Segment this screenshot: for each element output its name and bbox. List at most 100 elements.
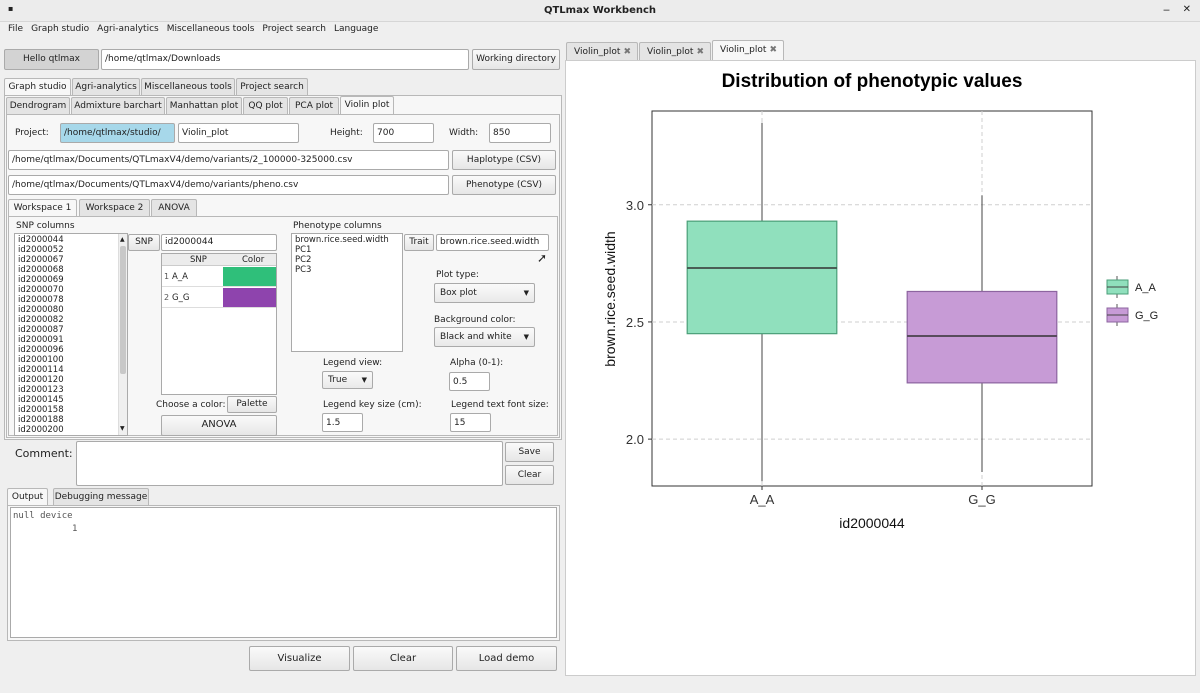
- phenotype-list[interactable]: brown.rice.seed.width PC1 PC2 PC3: [291, 233, 403, 352]
- save-button[interactable]: Save: [505, 442, 554, 462]
- comment-field[interactable]: [76, 441, 503, 486]
- close-tab-icon[interactable]: ✖: [769, 45, 777, 55]
- anova-button[interactable]: ANOVA: [161, 415, 277, 436]
- menu-language[interactable]: Language: [333, 24, 379, 34]
- snp-list-item[interactable]: id2000080: [18, 305, 64, 315]
- color-swatch[interactable]: [223, 267, 276, 286]
- tab-project-search[interactable]: Project search: [236, 78, 308, 95]
- tab-graph-studio[interactable]: Graph studio: [4, 78, 71, 95]
- tab-qq-plot[interactable]: QQ plot: [243, 97, 288, 114]
- background-color-select[interactable]: Black and white ▼: [434, 327, 535, 347]
- snp-list-item[interactable]: id2000096: [18, 345, 64, 355]
- legend-view-select[interactable]: True ▼: [322, 371, 373, 389]
- tab-debugging[interactable]: Debugging message: [53, 488, 149, 505]
- menu-file[interactable]: File: [8, 24, 24, 34]
- menu-project-search[interactable]: Project search: [262, 24, 326, 34]
- snp-list[interactable]: id2000044 id2000052 id2000067 id2000068 id20…: [14, 233, 128, 436]
- snp-list-item[interactable]: id2000120: [18, 375, 64, 385]
- hello-button[interactable]: Hello qtlmax: [4, 49, 99, 70]
- trait-button[interactable]: Trait: [404, 234, 434, 251]
- snp-list-item[interactable]: id2000114: [18, 365, 64, 375]
- menu-graph-studio[interactable]: Graph studio: [31, 24, 90, 34]
- close-tab-icon[interactable]: ✖: [623, 47, 631, 57]
- load-demo-button[interactable]: Load demo: [456, 646, 557, 671]
- snp-value-field[interactable]: id2000044: [161, 234, 277, 251]
- tab-label: Violin_plot: [574, 47, 621, 57]
- snp-list-item[interactable]: id2000067: [18, 255, 64, 265]
- snp-list-item[interactable]: id2000044: [18, 235, 64, 245]
- x-tick-label: G_G: [968, 492, 995, 507]
- clear-comment-button[interactable]: Clear: [505, 465, 554, 485]
- tab-violin-plot[interactable]: Violin plot: [340, 96, 394, 114]
- table-row[interactable]: 2 G_G: [162, 288, 276, 308]
- snp-list-item[interactable]: id2000068: [18, 265, 64, 275]
- working-directory-button[interactable]: Working directory: [472, 49, 560, 70]
- snp-list-item[interactable]: id2000078: [18, 295, 64, 305]
- trait-value-field[interactable]: brown.rice.seed.width: [436, 234, 549, 251]
- project-name-field[interactable]: Violin_plot: [178, 123, 299, 143]
- clear-button[interactable]: Clear: [353, 646, 453, 671]
- tab-agri-analytics[interactable]: Agri-analytics: [72, 78, 140, 95]
- tab-manhattan-plot[interactable]: Manhattan plot: [166, 97, 242, 114]
- snp-list-item[interactable]: id2000145: [18, 395, 64, 405]
- tab-violin-plot-3[interactable]: Violin_plot ✖: [712, 40, 784, 61]
- phenotype-list-item[interactable]: brown.rice.seed.width: [295, 235, 389, 245]
- phenotype-path-field[interactable]: /home/qtlmax/Documents/QTLmaxV4/demo/var…: [8, 175, 449, 195]
- tab-dendrogram[interactable]: Dendrogram: [6, 97, 70, 114]
- snp-list-item[interactable]: id2000070: [18, 285, 64, 295]
- close-tab-icon[interactable]: ✖: [696, 47, 704, 57]
- width-field[interactable]: 850: [489, 123, 551, 143]
- project-path-field[interactable]: /home/qtlmax/studio/: [60, 123, 175, 143]
- output-console[interactable]: null device 1: [10, 507, 557, 638]
- tab-anova[interactable]: ANOVA: [151, 199, 197, 216]
- chevron-down-icon: ▼: [523, 289, 529, 297]
- tab-pca-plot[interactable]: PCA plot: [289, 97, 339, 114]
- table-row[interactable]: 1 A_A: [162, 267, 276, 287]
- snp-list-item[interactable]: id2000082: [18, 315, 64, 325]
- scroll-down-icon[interactable]: ▼: [120, 425, 125, 432]
- visualize-button[interactable]: Visualize: [249, 646, 350, 671]
- snp-scrollbar[interactable]: ▲ ▼: [118, 234, 127, 435]
- snp-list-item[interactable]: id2000188: [18, 415, 64, 425]
- tab-output[interactable]: Output: [7, 488, 48, 505]
- phenotype-button[interactable]: Phenotype (CSV): [452, 175, 556, 195]
- snp-list-item[interactable]: id2000158: [18, 405, 64, 415]
- close-window-icon[interactable]: ✕: [1182, 4, 1191, 15]
- snp-list-item[interactable]: id2000069: [18, 275, 64, 285]
- tab-workspace-1[interactable]: Workspace 1: [8, 199, 77, 216]
- snp-button[interactable]: SNP: [128, 234, 160, 251]
- tab-misc-tools[interactable]: Miscellaneous tools: [141, 78, 235, 95]
- tab-admixture-barchart[interactable]: Admixture barchart: [71, 97, 165, 114]
- snp-list-item[interactable]: id2000052: [18, 245, 64, 255]
- window-menu-icon[interactable]: ▪: [8, 4, 14, 13]
- snp-list-item[interactable]: id2000123: [18, 385, 64, 395]
- phenotype-list-item[interactable]: PC1: [295, 245, 312, 255]
- tab-workspace-2[interactable]: Workspace 2: [79, 199, 150, 216]
- snp-list-item[interactable]: id2000100: [18, 355, 64, 365]
- haplotype-button[interactable]: Haplotype (CSV): [452, 150, 556, 170]
- minimize-icon[interactable]: ‒: [1163, 3, 1170, 16]
- snp-list-item[interactable]: id2000087: [18, 325, 64, 335]
- snp-list-item[interactable]: id2000091: [18, 335, 64, 345]
- legend-font-size-field[interactable]: 15: [450, 413, 491, 432]
- scrollbar-thumb[interactable]: [120, 246, 126, 374]
- download-path-field[interactable]: /home/qtlmax/Downloads: [101, 49, 469, 70]
- menu-agri-analytics[interactable]: Agri-analytics: [97, 24, 159, 34]
- palette-button[interactable]: Palette: [227, 396, 277, 413]
- phenotype-list-item[interactable]: PC2: [295, 255, 312, 265]
- haplotype-path-field[interactable]: /home/qtlmax/Documents/QTLmaxV4/demo/var…: [8, 150, 449, 170]
- legend-key-size-field[interactable]: 1.5: [322, 413, 363, 432]
- color-swatch[interactable]: [223, 288, 276, 307]
- snp-list-item[interactable]: id2000200: [18, 425, 64, 435]
- plot-type-select[interactable]: Box plot ▼: [434, 283, 535, 303]
- menu-misc-tools[interactable]: Miscellaneous tools: [166, 24, 255, 34]
- tab-violin-plot-1[interactable]: Violin_plot ✖: [566, 42, 638, 61]
- scroll-up-icon[interactable]: ▲: [120, 236, 125, 243]
- tab-label: Violin_plot: [720, 45, 767, 55]
- menu-bar: File Graph studio Agri-analytics Miscellane…: [0, 22, 1200, 38]
- alpha-field[interactable]: 0.5: [449, 372, 490, 391]
- box-G_G: [906, 290, 1058, 384]
- height-field[interactable]: 700: [373, 123, 434, 143]
- tab-violin-plot-2[interactable]: Violin_plot ✖: [639, 42, 711, 61]
- phenotype-list-item[interactable]: PC3: [295, 265, 312, 275]
